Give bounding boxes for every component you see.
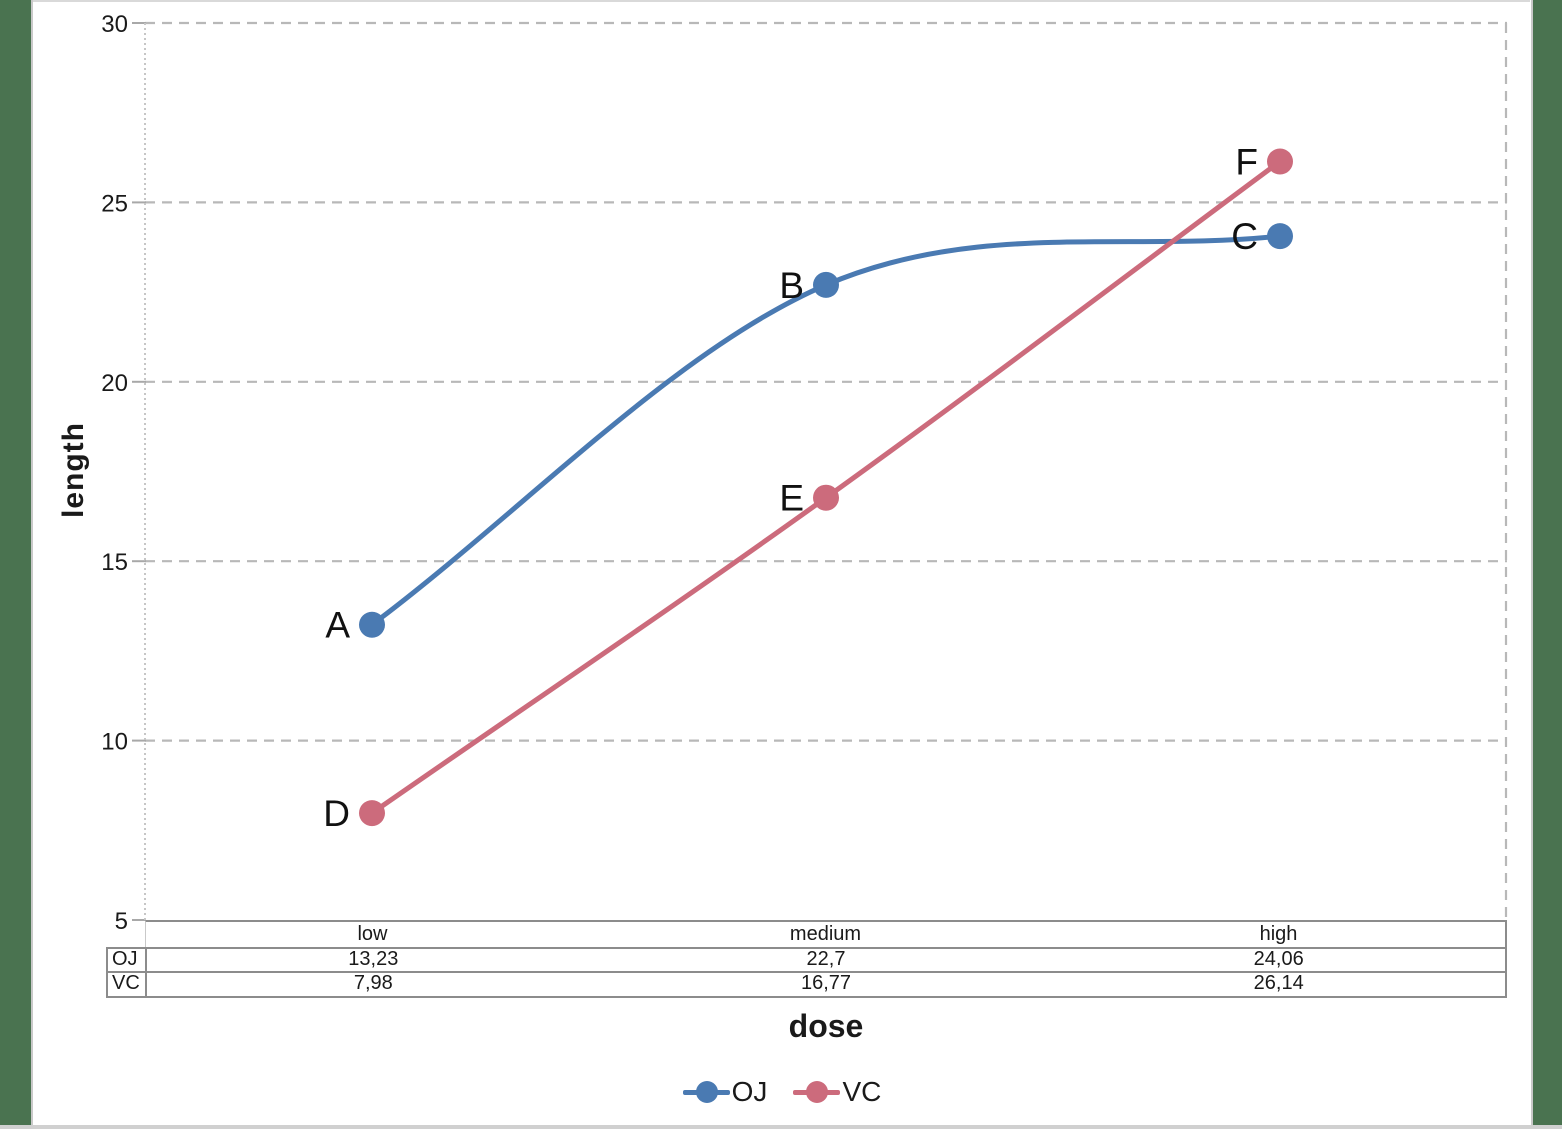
column-header-low: low <box>357 923 388 945</box>
legend-label-vc: VC <box>842 1076 882 1107</box>
vc-low-value: 7,98 <box>353 972 393 994</box>
data-point-A[interactable] <box>359 611 385 638</box>
y-tick-label-25: 25 <box>101 190 128 217</box>
oj-legend-marker-icon <box>682 1081 730 1103</box>
oj-medium-value: 22,7 <box>806 948 846 970</box>
top-frame-line <box>33 0 1530 2</box>
column-header-high: high <box>1259 923 1298 945</box>
data-point-C[interactable] <box>1267 223 1293 250</box>
y-axis-title: length <box>57 422 90 518</box>
data-point-D[interactable] <box>359 800 385 827</box>
data-table-column-headers: low medium high <box>145 920 1507 947</box>
point-label-B: B <box>779 265 804 306</box>
oj-low-value: 13,23 <box>348 948 399 970</box>
y-tick-label-20: 20 <box>101 370 128 397</box>
point-label-E: E <box>779 478 804 519</box>
row-header-vc: VC <box>108 973 147 996</box>
vc-high-value: 26,14 <box>1253 972 1304 994</box>
data-table-row-vc: VC 7,98 16,77 26,14 <box>106 973 1507 998</box>
data-point-B[interactable] <box>813 271 839 298</box>
legend-label-oj: OJ <box>731 1076 768 1107</box>
column-header-medium: medium <box>789 923 862 945</box>
left-green-border-strip <box>0 0 33 1125</box>
data-point-F[interactable] <box>1267 148 1293 175</box>
point-label-C: C <box>1231 216 1258 257</box>
point-label-A: A <box>325 605 350 646</box>
y-tick-label-10: 10 <box>101 729 128 756</box>
row-header-oj: OJ <box>108 949 147 971</box>
data-table-row-oj: OJ 13,23 22,7 24,06 <box>106 947 1507 973</box>
data-point-E[interactable] <box>813 484 839 511</box>
legend-item-vc[interactable]: VC <box>793 1076 881 1108</box>
bottom-frame-line <box>0 1125 1562 1129</box>
vc-legend-marker-icon <box>793 1081 841 1103</box>
vc-medium-value: 16,77 <box>800 972 852 994</box>
y-tick-label-30: 30 <box>101 11 128 38</box>
legend-item-oj[interactable]: OJ <box>682 1076 768 1108</box>
y-tick-label-5: 5 <box>115 908 128 935</box>
oj-high-value: 24,06 <box>1253 948 1304 970</box>
chart-legend: OJ VC <box>31 1072 1533 1112</box>
y-tick-label-15: 15 <box>101 549 128 576</box>
point-label-F: F <box>1235 141 1258 182</box>
point-label-D: D <box>323 793 350 834</box>
x-axis-title: dose <box>788 1008 864 1044</box>
right-green-border-strip <box>1531 0 1562 1125</box>
